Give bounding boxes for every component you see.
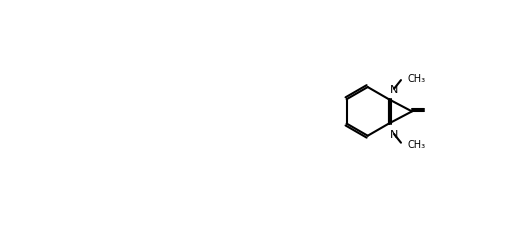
Text: CH₃: CH₃ — [408, 140, 426, 150]
Text: CH₃: CH₃ — [408, 74, 426, 84]
Text: N: N — [390, 85, 398, 94]
Text: N: N — [390, 129, 398, 139]
